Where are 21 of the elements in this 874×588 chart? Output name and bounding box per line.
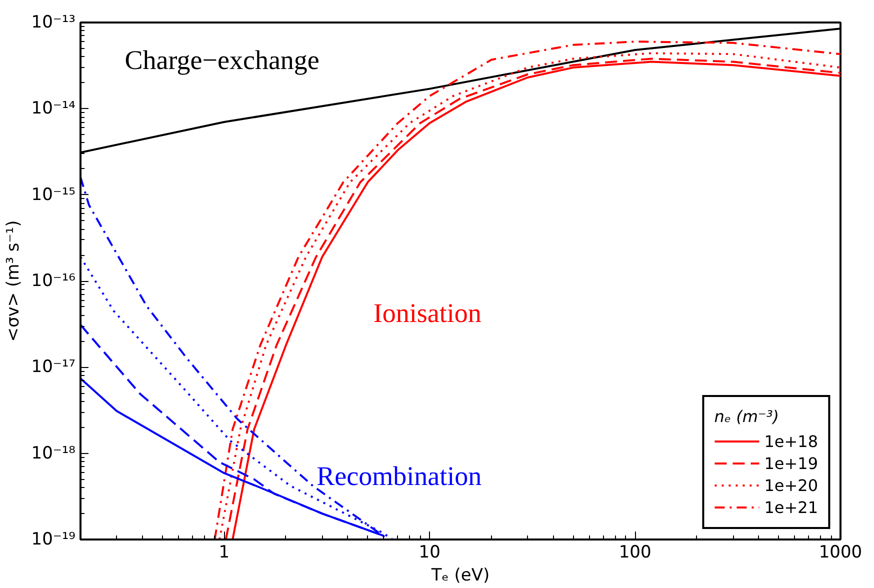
y-tick-label: 10⁻¹⁹ bbox=[31, 530, 76, 550]
y-axis-title: <σv> (m³ s⁻¹) bbox=[3, 220, 24, 342]
legend-label: 1e+19 bbox=[764, 454, 818, 472]
annotation: Charge−exchange bbox=[124, 44, 320, 75]
y-tick-label: 10⁻¹⁵ bbox=[31, 184, 76, 205]
x-tick-label: 1 bbox=[218, 542, 230, 562]
legend-label: 1e+21 bbox=[764, 498, 818, 516]
y-tick-label: 10⁻¹⁶ bbox=[31, 271, 76, 291]
x-axis-title: Tₑ (eV) bbox=[430, 566, 490, 586]
y-tick-label: 10⁻¹³ bbox=[31, 12, 76, 32]
legend-label: 1e+18 bbox=[764, 432, 818, 450]
y-tick-label: 10⁻¹⁸ bbox=[31, 443, 76, 464]
x-tick-label: 10 bbox=[418, 542, 440, 562]
legend-title: nₑ (m⁻³) bbox=[714, 407, 780, 426]
x-tick-label: 1000 bbox=[818, 542, 862, 562]
y-tick-label: 10⁻¹⁷ bbox=[31, 357, 76, 378]
y-tick-label: 10⁻¹⁴ bbox=[31, 98, 76, 119]
annotation: Ionisation bbox=[373, 298, 482, 328]
x-tick-label: 100 bbox=[618, 542, 652, 562]
annotation: Recombination bbox=[316, 461, 482, 492]
legend-label: 1e+20 bbox=[764, 476, 818, 494]
